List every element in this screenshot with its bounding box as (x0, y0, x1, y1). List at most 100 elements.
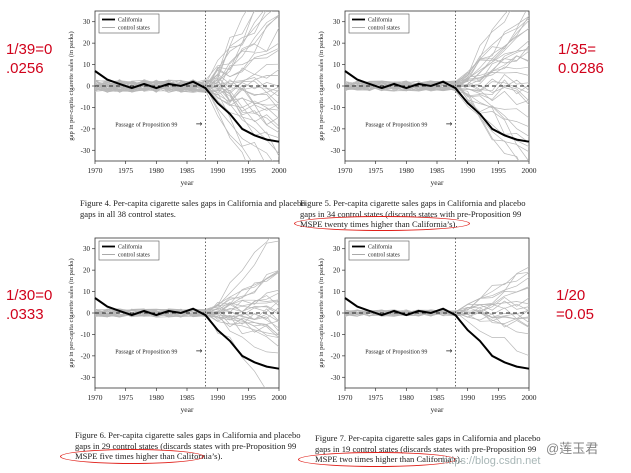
legend-california-label: California (118, 17, 143, 24)
california-line (94, 297, 280, 370)
control-state-line (95, 82, 273, 161)
proposition-arrow: → (446, 347, 453, 356)
y-tick-label: -30 (81, 374, 91, 382)
y-tick-label: 30 (333, 18, 341, 26)
x-axis-label: year (181, 178, 194, 187)
figure-5-panel: 1970 1975 1980 1985 1990 1995 2000 30 20 10 0 -10 -2… (305, 3, 545, 193)
control-state-line (345, 80, 529, 153)
figure-6-chart: 1970 1975 1980 1985 1990 1995 2000 30 20 10 0 -10 -2… (68, 237, 287, 414)
y-tick-label: -10 (81, 104, 91, 112)
figure-5-chart: 1970 1975 1980 1985 1990 1995 2000 30 20 10 0 -10 -2… (318, 10, 537, 187)
figure-4-chart: 1970 1975 1980 1985 1990 1995 2000 30 20 10 0 -10 -2… (68, 10, 287, 187)
y-tick-label: -20 (81, 125, 91, 133)
y-tick-label: 0 (337, 83, 341, 91)
figure-7-caption-line2: gaps in 19 control states (discards stat… (315, 443, 537, 454)
figure-5-highlight-circle (294, 216, 470, 231)
legend-california-label: California (368, 244, 393, 251)
legend-control-label: control states (368, 253, 400, 259)
watermark-url: https://blog.csdn.net (442, 455, 541, 467)
proposition-annotation: Passage of Proposition 99 (115, 122, 177, 129)
x-tick-label: 2000 (522, 393, 537, 402)
control-state-line (345, 301, 529, 316)
legend-california-label: California (368, 17, 393, 24)
proposition-arrow: → (446, 120, 453, 129)
figure-5-caption-line1: Figure 5. Per-capita cigarette sales gap… (300, 198, 526, 208)
control-state-line (95, 79, 279, 119)
x-tick-label: 1980 (149, 166, 164, 175)
y-tick-label: 10 (83, 288, 91, 296)
legend-california-label: California (118, 244, 143, 251)
x-tick-label: 1990 (210, 166, 225, 175)
legend: California control states (98, 240, 160, 261)
legend-control-label: control states (118, 253, 150, 259)
x-tick-label: 1990 (210, 393, 225, 402)
annotation-fig5: 1/35= 0.0286 (558, 40, 604, 78)
figure-7-caption-line1: Figure 7. Per-capita cigarette sales gap… (315, 433, 541, 443)
y-tick-label: -30 (331, 147, 341, 155)
figure-4-caption-line1: Figure 4. Per-capita cigarette sales gap… (80, 198, 306, 208)
proposition-annotation: Passage of Proposition 99 (365, 349, 427, 356)
y-axis-label: gap in per-capita cigarette sales (in pa… (68, 258, 75, 367)
figure-4-caption: Figure 4. Per-capita cigarette sales gap… (80, 198, 306, 219)
control-state-line (345, 11, 511, 91)
y-tick-label: 0 (87, 310, 91, 318)
control-state-line (345, 272, 529, 316)
x-tick-label: 2000 (522, 166, 537, 175)
annotation-fig6: 1/30=0 .0333 (6, 286, 52, 324)
y-tick-label: 20 (83, 267, 91, 275)
annotation-fig5-line1: 1/35= (558, 41, 596, 58)
y-tick-label: 20 (333, 267, 341, 275)
control-state-line (345, 266, 529, 317)
watermark-name: @莲玉君 (546, 441, 599, 456)
y-tick-label: -10 (331, 104, 341, 112)
california-line (94, 70, 280, 143)
legend: California control states (348, 240, 410, 261)
annotation-fig6-line2: .0333 (6, 306, 44, 323)
figure-6-panel: 1970 1975 1980 1985 1990 1995 2000 30 20 10 0 -10 -2… (55, 230, 295, 420)
x-tick-label: 1995 (491, 166, 506, 175)
legend: California control states (98, 13, 160, 34)
x-tick-label: 1975 (368, 166, 383, 175)
control-state-line (345, 80, 529, 147)
x-tick-label: 1995 (241, 166, 256, 175)
control-state-line (95, 289, 279, 318)
x-tick-label: 1975 (368, 393, 383, 402)
figure-6-caption-line1: Figure 6. Per-capita cigarette sales gap… (75, 430, 301, 440)
x-tick-label: 1990 (460, 393, 475, 402)
y-tick-label: 0 (87, 83, 91, 91)
legend-control-label: control states (118, 26, 150, 32)
annotation-fig6-line1: 1/30=0 (6, 287, 53, 304)
y-tick-label: 0 (337, 310, 341, 318)
x-tick-label: 1970 (88, 166, 103, 175)
x-tick-label: 1970 (88, 393, 103, 402)
y-tick-label: -30 (81, 147, 91, 155)
y-tick-label: 30 (333, 245, 341, 253)
x-tick-label: 1995 (491, 393, 506, 402)
proposition-arrow: → (196, 347, 203, 356)
annotation-fig7-line2: =0.05 (556, 306, 594, 323)
y-tick-label: 10 (83, 61, 91, 69)
annotation-fig5-line2: 0.0286 (558, 60, 604, 77)
x-tick-label: 1995 (241, 393, 256, 402)
figure-6-highlight-circle (60, 449, 204, 464)
legend-control-label: control states (368, 26, 400, 32)
figure-7-panel: 1970 1975 1980 1985 1990 1995 2000 30 20 10 0 -10 -2… (305, 230, 545, 420)
proposition-annotation: Passage of Proposition 99 (115, 349, 177, 356)
x-axis-label: year (431, 178, 444, 187)
y-tick-label: 30 (83, 245, 91, 253)
y-tick-label: -10 (331, 331, 341, 339)
y-tick-label: 20 (83, 40, 91, 48)
y-tick-label: 30 (83, 18, 91, 26)
y-tick-label: 10 (333, 61, 341, 69)
figure-7-chart: 1970 1975 1980 1985 1990 1995 2000 30 20 10 0 -10 -2… (318, 237, 537, 414)
control-state-line (95, 63, 279, 93)
control-state-line (95, 80, 279, 127)
control-state-line (95, 306, 279, 318)
x-tick-label: 1975 (118, 393, 133, 402)
figure-5-caption-line2: gaps in 34 control states (discards stat… (300, 208, 522, 219)
x-tick-label: 1970 (338, 393, 353, 402)
california-line (344, 70, 530, 143)
x-tick-label: 1985 (180, 166, 195, 175)
y-tick-label: -30 (331, 374, 341, 382)
annotation-fig4-line1: 1/39=0 (6, 41, 53, 58)
